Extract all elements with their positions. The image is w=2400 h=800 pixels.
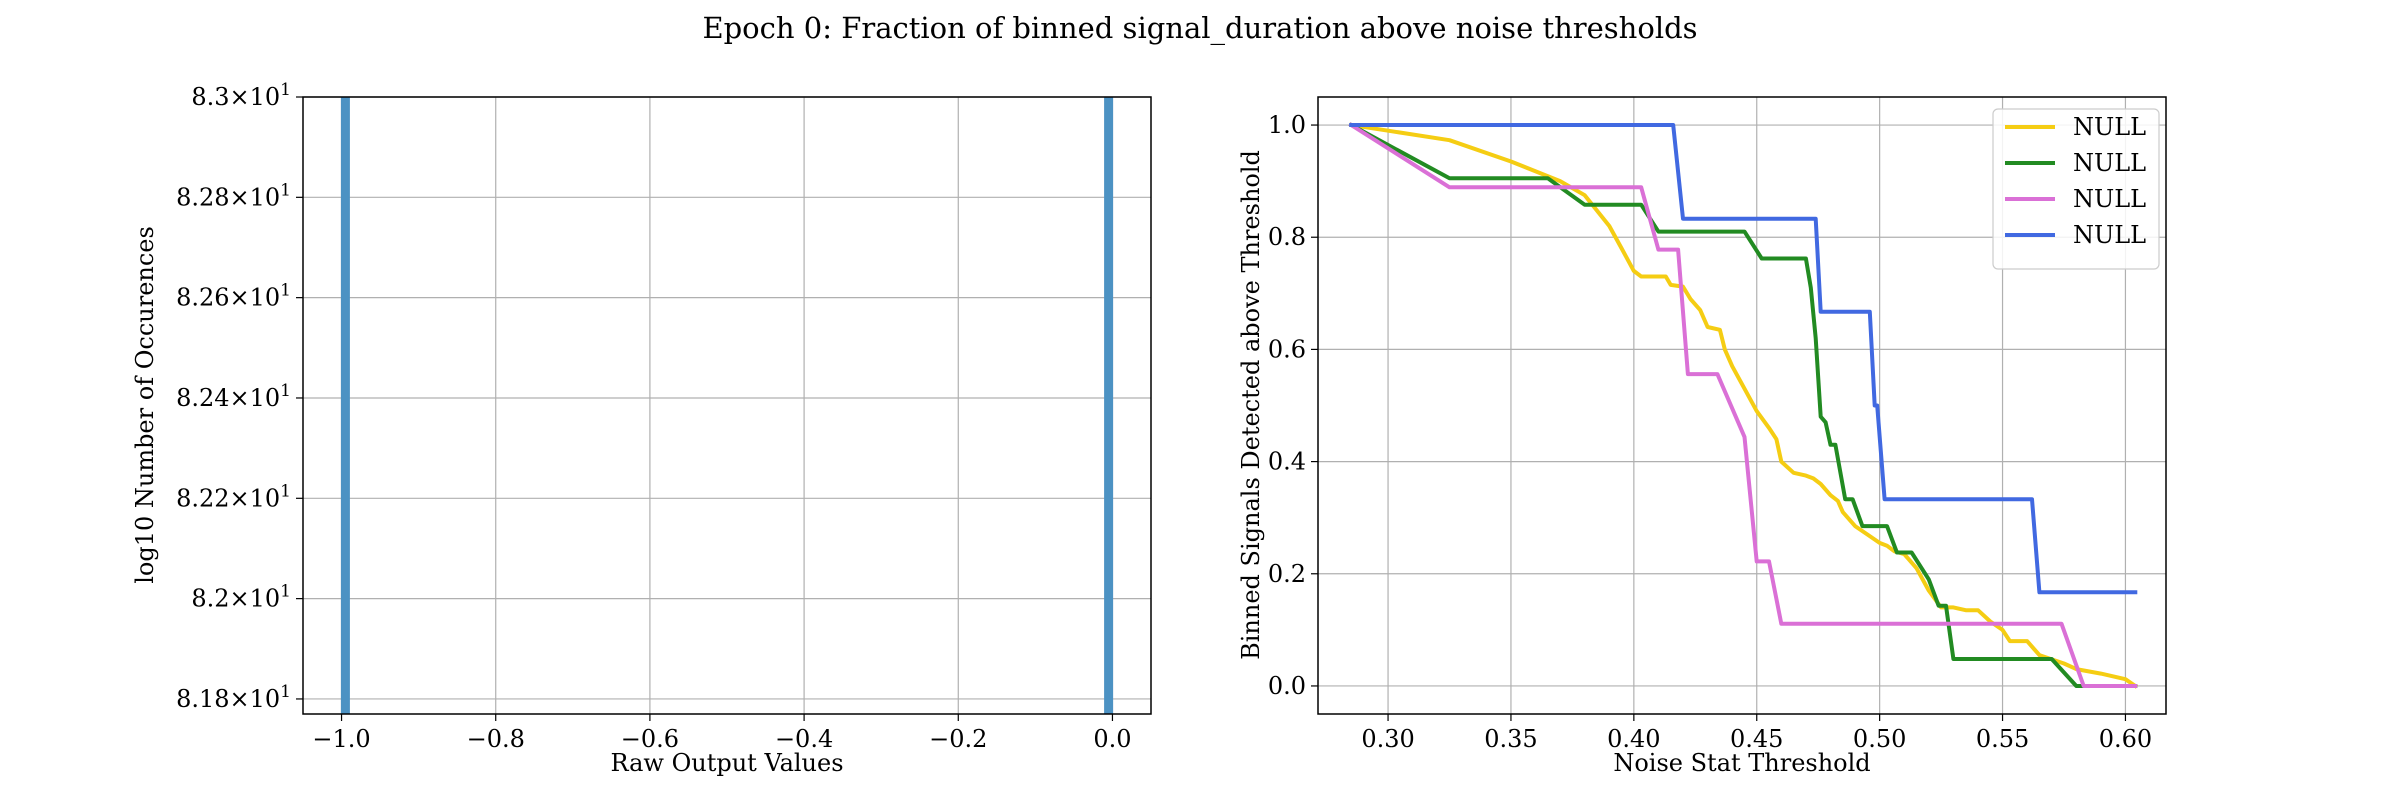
- histogram-grid: [303, 96, 1151, 714]
- histogram-subplot: −1.0 −0.8 −0.6 −0.4 −0.2 0.0 8.18×1018.2×1018…: [131, 80, 1152, 777]
- line-y-tick-label: 0.0: [1268, 672, 1306, 700]
- histogram-y-tick-label: 8.24×101: [176, 381, 291, 412]
- line-y-tick-label: 0.6: [1268, 335, 1306, 363]
- histogram-axes-frame: [302, 96, 1152, 715]
- line-x-tick-label: 0.55: [1976, 725, 2029, 753]
- line-x-tick-label: 0.60: [2099, 725, 2152, 753]
- histogram-x-tick-label: −0.6: [621, 725, 679, 753]
- line-axes-frame: [1317, 96, 2167, 715]
- histogram-bars: [340, 97, 1114, 714]
- histogram-y-tick-label: 8.22×101: [176, 481, 291, 512]
- legend: NULL NULL NULL NULL: [1992, 108, 2160, 270]
- line-series: [1348, 122, 2139, 689]
- legend-label: NULL: [2073, 221, 2146, 249]
- line-x-tick-label: 0.50: [1853, 725, 1906, 753]
- line-y-tick-label: 0.4: [1268, 448, 1306, 476]
- line-y-ticks: 0.0 0.2 0.4 0.6 0.8 1.0: [1268, 111, 1318, 700]
- histogram-x-axis-label: Raw Output Values: [610, 749, 843, 777]
- legend-label: NULL: [2073, 149, 2146, 177]
- series-line-3: [1348, 122, 2138, 688]
- legend-label: NULL: [2073, 185, 2146, 213]
- histogram-y-tick-label: 8.26×101: [176, 281, 291, 312]
- legend-box: [1992, 108, 2160, 270]
- line-x-tick-label: 0.45: [1730, 725, 1783, 753]
- histogram-x-ticks: −1.0 −0.8 −0.6 −0.4 −0.2 0.0: [312, 714, 1132, 753]
- histogram-y-ticks: 8.18×101 8.2×101 8.22×101 8.24×101 8.26×101 8…: [176, 80, 303, 713]
- line-y-axis-label: Binned Signals Detected above Threshold: [1237, 150, 1265, 660]
- series-line-4: [1349, 123, 2138, 595]
- figure-title: Epoch 0: Fraction of binned signal_durat…: [702, 11, 1697, 46]
- line-x-tick-label: 0.30: [1361, 725, 1414, 753]
- threshold-line-subplot: 0.30 0.35 0.40 0.45 0.50 0.55 0.60 0.00.20.40.…: [1237, 96, 2167, 777]
- line-x-tick-label: 0.35: [1484, 725, 1537, 753]
- histogram-y-tick-label: 8.18×101: [176, 682, 291, 713]
- histogram-y-tick-label: 8.2×101: [191, 582, 291, 613]
- histogram-x-tick-label: −0.4: [775, 725, 833, 753]
- line-y-tick-label: 1.0: [1268, 111, 1306, 139]
- histogram-y-tick-label: 8.3×101: [191, 80, 291, 111]
- histogram-x-tick-label: −0.2: [929, 725, 987, 753]
- histogram-x-tick-label: 0.0: [1093, 725, 1131, 753]
- line-x-axis-label: Noise Stat Threshold: [1613, 749, 1870, 777]
- legend-label: NULL: [2073, 113, 2146, 141]
- histogram-y-tick-label: 8.28×101: [176, 180, 291, 211]
- histogram-bar: [340, 97, 350, 714]
- histogram-bar: [1104, 97, 1114, 714]
- line-y-tick-label: 0.2: [1268, 560, 1306, 588]
- histogram-x-tick-label: −0.8: [467, 725, 525, 753]
- line-x-ticks: 0.30 0.35 0.40 0.45 0.50 0.55 0.60: [1361, 714, 2152, 753]
- line-x-tick-label: 0.40: [1607, 725, 1660, 753]
- histogram-x-tick-label: −1.0: [312, 725, 370, 753]
- histogram-y-axis-label: log10 Number of Occurences: [131, 226, 159, 584]
- line-y-tick-label: 0.8: [1268, 223, 1306, 251]
